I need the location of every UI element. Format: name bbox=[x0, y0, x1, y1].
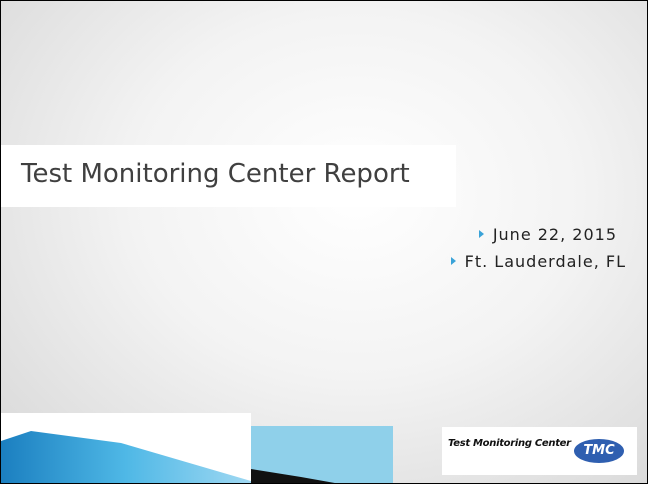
logo-mark: TMC bbox=[574, 439, 624, 463]
slide-title: Test Monitoring Center Report bbox=[21, 159, 410, 189]
bullet: Ft. Lauderdale, FL bbox=[451, 252, 626, 271]
dark-wedge bbox=[251, 469, 335, 483]
bullet: June 22, 2015 bbox=[479, 225, 617, 244]
title-band bbox=[1, 145, 456, 207]
logo-name: Test Monitoring Center bbox=[448, 438, 571, 449]
logo: Test Monitoring Center TMC bbox=[442, 427, 637, 475]
decoration bbox=[1, 413, 393, 483]
swoosh bbox=[1, 431, 251, 483]
